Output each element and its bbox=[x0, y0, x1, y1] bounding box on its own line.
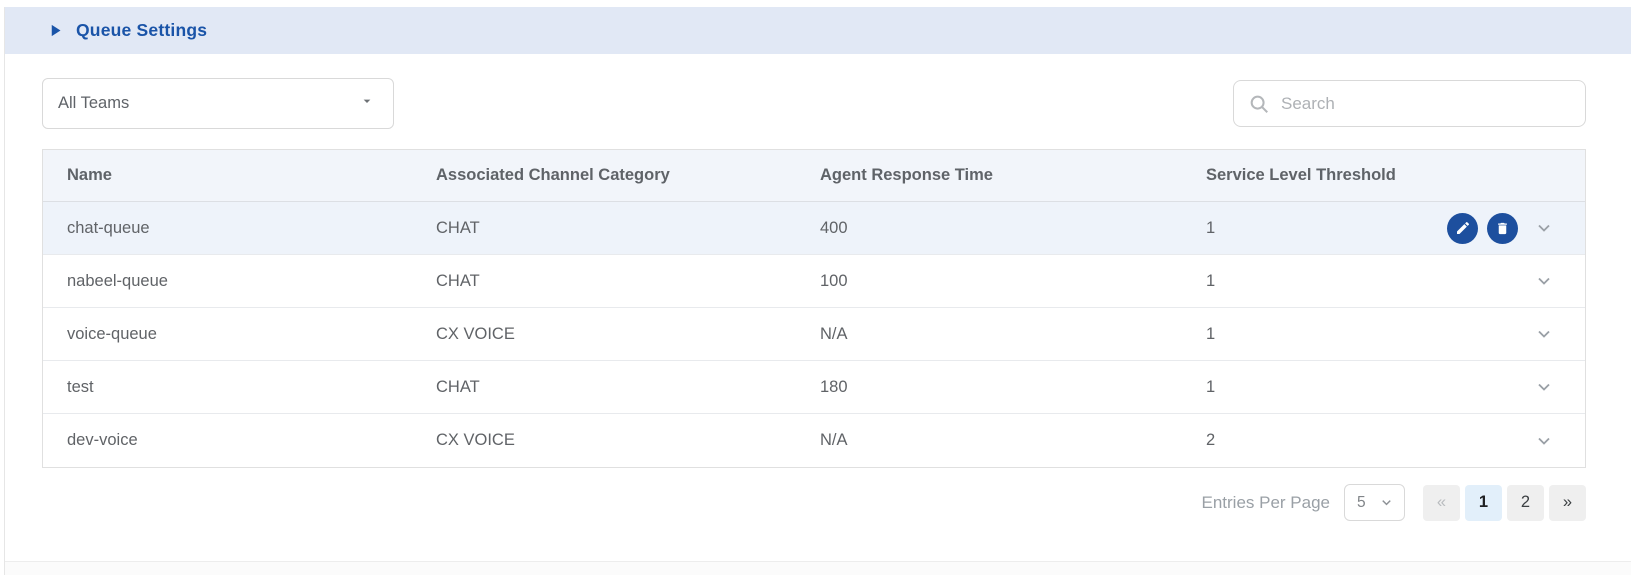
toolbar: All Teams bbox=[42, 78, 1586, 129]
row-actions bbox=[1527, 414, 1555, 467]
panel-edge-divider bbox=[4, 7, 5, 575]
triangle-right-icon[interactable] bbox=[48, 23, 63, 38]
channel-category-cell: CX VOICE bbox=[436, 431, 515, 449]
column-header-agent-response-time: Agent Response Time bbox=[820, 166, 993, 184]
page-title: Queue Settings bbox=[76, 20, 208, 40]
entries-per-page-value: 5 bbox=[1357, 493, 1366, 511]
column-header-service-level-threshold: Service Level Threshold bbox=[1206, 166, 1396, 184]
search-icon bbox=[1248, 93, 1270, 115]
queue-table: Name Associated Channel Category Agent R… bbox=[42, 149, 1586, 468]
chevron-down-icon[interactable] bbox=[1533, 376, 1555, 398]
queue-name-cell: test bbox=[67, 377, 94, 396]
chevron-down-icon[interactable] bbox=[1533, 430, 1555, 452]
table-row[interactable]: chat-queue CHAT 400 1 bbox=[43, 202, 1585, 255]
channel-category-cell: CX VOICE bbox=[436, 324, 515, 343]
channel-category-cell: CHAT bbox=[436, 271, 480, 290]
row-actions bbox=[1527, 255, 1555, 307]
queue-name-cell: chat-queue bbox=[67, 218, 150, 237]
pager-pages: 1 2 bbox=[1465, 484, 1544, 521]
service-level-threshold-cell: 1 bbox=[1206, 324, 1216, 343]
table-header-row: Name Associated Channel Category Agent R… bbox=[43, 150, 1585, 202]
delete-queue-button[interactable] bbox=[1487, 212, 1518, 244]
channel-category-cell: CHAT bbox=[436, 377, 480, 396]
service-level-threshold-cell: 1 bbox=[1206, 271, 1216, 290]
agent-response-time-cell: 180 bbox=[820, 377, 848, 396]
panel-bottom-edge bbox=[5, 561, 1631, 575]
table-row[interactable]: test CHAT 180 1 bbox=[43, 361, 1585, 414]
trash-icon bbox=[1495, 221, 1510, 236]
chevron-down-icon[interactable] bbox=[1533, 270, 1555, 292]
search-input[interactable] bbox=[1281, 93, 1571, 114]
column-header-name: Name bbox=[67, 166, 112, 184]
next-page-button[interactable]: » bbox=[1549, 484, 1586, 521]
caret-down-icon bbox=[359, 93, 375, 114]
channel-category-cell: CHAT bbox=[436, 218, 480, 237]
row-actions bbox=[1527, 361, 1555, 413]
table-body: chat-queue CHAT 400 1 bbox=[43, 202, 1585, 467]
table-row[interactable]: dev-voice CX VOICE N/A 2 bbox=[43, 414, 1585, 467]
chevron-down-icon bbox=[1379, 495, 1394, 510]
service-level-threshold-cell: 1 bbox=[1206, 218, 1216, 237]
teams-filter-dropdown[interactable]: All Teams bbox=[42, 78, 394, 129]
agent-response-time-cell: 400 bbox=[820, 218, 848, 237]
pencil-icon bbox=[1455, 220, 1471, 236]
service-level-threshold-cell: 1 bbox=[1206, 377, 1216, 396]
previous-page-button[interactable]: « bbox=[1423, 484, 1460, 521]
table-row[interactable]: voice-queue CX VOICE N/A 1 bbox=[43, 308, 1585, 361]
queue-settings-header[interactable]: Queue Settings bbox=[5, 7, 1631, 54]
pager: « 1 2 » bbox=[1423, 484, 1586, 521]
queue-name-cell: dev-voice bbox=[67, 431, 138, 449]
search-box[interactable] bbox=[1233, 80, 1586, 127]
teams-filter-value: All Teams bbox=[58, 94, 130, 112]
page-number-button[interactable]: 1 bbox=[1465, 484, 1502, 521]
agent-response-time-cell: 100 bbox=[820, 271, 848, 290]
column-header-channel-category: Associated Channel Category bbox=[436, 166, 670, 184]
agent-response-time-cell: N/A bbox=[820, 431, 848, 449]
edit-queue-button[interactable] bbox=[1447, 212, 1478, 244]
queue-name-cell: nabeel-queue bbox=[67, 271, 168, 290]
chevron-down-icon[interactable] bbox=[1533, 323, 1555, 345]
agent-response-time-cell: N/A bbox=[820, 324, 848, 343]
row-actions bbox=[1527, 308, 1555, 360]
service-level-threshold-cell: 2 bbox=[1206, 431, 1216, 449]
page-number-button[interactable]: 2 bbox=[1507, 484, 1544, 521]
chevron-down-icon[interactable] bbox=[1533, 217, 1555, 239]
row-actions bbox=[1447, 202, 1555, 254]
queue-name-cell: voice-queue bbox=[67, 324, 157, 343]
entries-per-page-label: Entries Per Page bbox=[1201, 492, 1330, 512]
pagination-bar: Entries Per Page 5 « 1 2 » bbox=[0, 484, 1586, 521]
table-row[interactable]: nabeel-queue CHAT 100 1 bbox=[43, 255, 1585, 308]
entries-per-page-select[interactable]: 5 bbox=[1344, 484, 1405, 521]
